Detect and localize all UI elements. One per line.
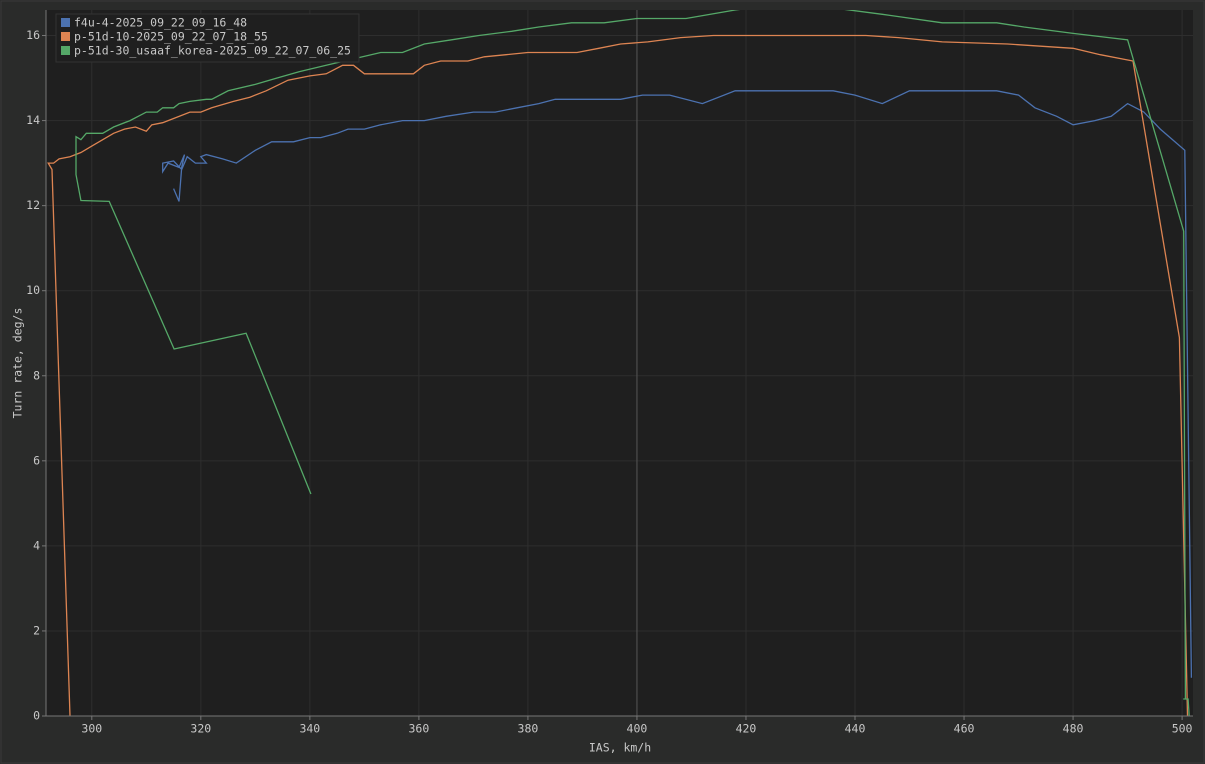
x-axis-label: IAS, km/h <box>589 741 651 755</box>
y-tick-label: 0 <box>33 709 40 723</box>
y-tick-label: 6 <box>33 453 40 467</box>
x-tick-label: 360 <box>408 722 429 736</box>
y-tick-label: 2 <box>33 623 40 637</box>
x-tick-label: 420 <box>736 722 757 736</box>
y-axis-label: Turn rate, deg/s <box>11 308 25 419</box>
x-tick-label: 500 <box>1172 722 1193 736</box>
x-tick-label: 380 <box>518 722 539 736</box>
y-tick-label: 14 <box>26 113 40 127</box>
x-tick-label: 340 <box>299 722 320 736</box>
x-tick-label: 440 <box>845 722 866 736</box>
legend-label: p-51d-30_usaaf_korea-2025_09_22_07_06_25 <box>74 44 351 58</box>
x-tick-label: 400 <box>627 722 648 736</box>
x-tick-label: 320 <box>190 722 211 736</box>
plot-area <box>46 10 1193 716</box>
legend-swatch <box>61 32 70 41</box>
y-tick-label: 12 <box>26 198 40 212</box>
series-line <box>162 90 1193 678</box>
legend-label: p-51d-10-2025_09_22_07_18_55 <box>74 30 268 44</box>
x-tick-label: 460 <box>954 722 975 736</box>
y-tick-label: 4 <box>33 538 40 552</box>
legend-swatch <box>61 46 70 55</box>
y-tick-label: 16 <box>26 28 40 42</box>
y-tick-label: 10 <box>26 283 40 297</box>
x-tick-label: 480 <box>1063 722 1084 736</box>
legend-swatch <box>61 18 70 27</box>
x-tick-label: 300 <box>81 722 102 736</box>
y-tick-label: 8 <box>33 368 40 382</box>
legend-label: f4u-4-2025_09_22_09_16_48 <box>74 16 247 30</box>
legend-box <box>55 13 360 63</box>
series-line <box>47 34 1189 716</box>
